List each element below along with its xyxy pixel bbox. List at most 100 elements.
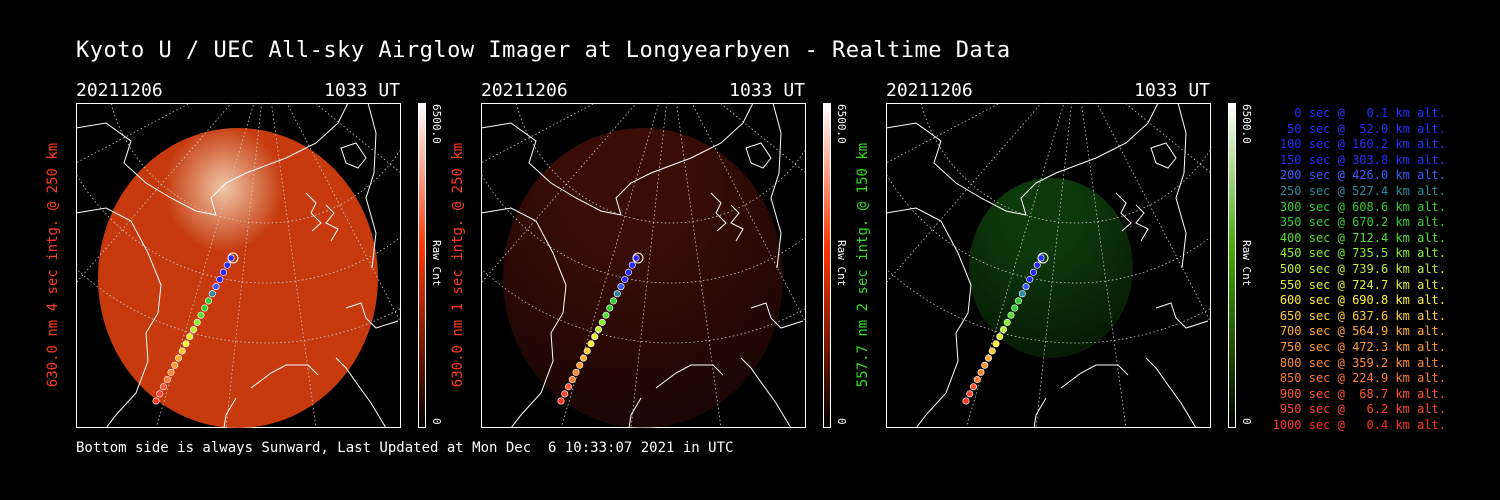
trajectory-point <box>205 297 213 305</box>
trajectory-point <box>160 383 168 391</box>
trajectory-point <box>628 261 636 269</box>
legend-row: 50 sec @ 52.0 km alt. <box>1287 121 1446 136</box>
trajectory-point <box>186 333 194 341</box>
panel-time: 1033 UT <box>729 80 805 101</box>
legend-row: 650 sec @ 637.6 km alt. <box>1279 308 1446 323</box>
trajectory-point <box>981 361 989 369</box>
allsky-image <box>481 103 806 428</box>
legend-row: 850 sec @ 224.9 km alt. <box>1279 371 1446 386</box>
legend-row: 350 sec @ 670.2 km alt. <box>1279 215 1446 230</box>
colorbar-min: 0 <box>835 418 848 425</box>
wavelength-label: 630.0 nm 4 sec intg. @ 250 km <box>45 142 61 388</box>
airglow-panel-2: 20211206 1033 UT 630.0 nm 1 sec intg. @ … <box>450 80 881 430</box>
colorbar <box>823 103 831 428</box>
trajectory-point <box>576 361 584 369</box>
colorbar-unit: Raw Cnt <box>1240 240 1253 287</box>
trajectory-point <box>1018 290 1026 298</box>
legend-row: 700 sec @ 564.9 km alt. <box>1279 324 1446 339</box>
legend-row: 950 sec @ 6.2 km alt. <box>1279 402 1446 417</box>
trajectory-point <box>591 333 599 341</box>
legend-row: 100 sec @ 160.2 km alt. <box>1279 137 1446 152</box>
legend-row: 450 sec @ 735.5 km alt. <box>1279 246 1446 261</box>
trajectory-point <box>1011 304 1019 312</box>
trajectory-point <box>992 340 1000 348</box>
colorbar-max: 6500.0 <box>1240 104 1253 144</box>
trajectory-point <box>621 275 629 283</box>
trajectory-point <box>220 268 228 276</box>
trajectory-point <box>996 333 1004 341</box>
trajectory-point <box>223 261 231 269</box>
legend-row: 1000 sec @ 0.4 km alt. <box>1272 417 1446 432</box>
colorbar <box>418 103 426 428</box>
panel-date: 20211206 <box>76 80 163 101</box>
trajectory-point <box>197 311 205 319</box>
trajectory-point <box>610 297 618 305</box>
trajectory-point <box>625 268 633 276</box>
trajectory-point <box>580 354 588 362</box>
trajectory-point <box>985 354 993 362</box>
colorbar-max: 6500.0 <box>835 104 848 144</box>
trajectory-point <box>193 318 201 326</box>
legend-row: 900 sec @ 68.7 km alt. <box>1279 386 1446 401</box>
panel-date: 20211206 <box>886 80 973 101</box>
legend-row: 400 sec @ 712.4 km alt. <box>1279 230 1446 245</box>
trajectory-point <box>182 340 190 348</box>
trajectory-point <box>1015 297 1023 305</box>
trajectory-point <box>1007 311 1015 319</box>
trajectory-point <box>156 390 164 398</box>
panel-date: 20211206 <box>481 80 568 101</box>
airglow-panel-3: 20211206 1033 UT 557.7 nm 2 sec intg. @ … <box>855 80 1286 430</box>
trajectory-point <box>583 347 591 355</box>
trajectory-point <box>988 347 996 355</box>
trajectory-point <box>561 390 569 398</box>
colorbar-min: 0 <box>1240 418 1253 425</box>
trajectory-legend: 0 sec @ 0.1 km alt. 50 sec @ 52.0 km alt.… <box>1262 106 1446 433</box>
colorbar <box>1228 103 1236 428</box>
legend-row: 600 sec @ 690.8 km alt. <box>1279 293 1446 308</box>
legend-row: 200 sec @ 426.0 km alt. <box>1279 168 1446 183</box>
panel-time: 1033 UT <box>1134 80 1210 101</box>
trajectory-point <box>167 368 175 376</box>
trajectory-point <box>152 397 160 405</box>
trajectory-point <box>171 361 179 369</box>
trajectory-point <box>212 283 220 291</box>
trajectory-point <box>1003 318 1011 326</box>
panel-time: 1033 UT <box>324 80 400 101</box>
trajectory-point <box>606 304 614 312</box>
legend-row: 300 sec @ 608.6 km alt. <box>1279 199 1446 214</box>
trajectory-point <box>572 368 580 376</box>
colorbar-min: 0 <box>430 418 443 425</box>
legend-row: 550 sec @ 724.7 km alt. <box>1279 277 1446 292</box>
legend-row: 150 sec @ 303.8 km alt. <box>1279 152 1446 167</box>
trajectory-point <box>190 326 198 334</box>
legend-row: 800 sec @ 359.2 km alt. <box>1279 355 1446 370</box>
trajectory-point <box>1000 326 1008 334</box>
trajectory-point <box>1033 261 1041 269</box>
trajectory-point <box>557 397 565 405</box>
colorbar-max: 6500.0 <box>430 104 443 144</box>
legend-row: 500 sec @ 739.6 km alt. <box>1279 261 1446 276</box>
allsky-image <box>886 103 1211 428</box>
footer-note: Bottom side is always Sunward, Last Upda… <box>76 440 734 456</box>
trajectory-point <box>966 390 974 398</box>
trajectory-point <box>587 340 595 348</box>
trajectory-point <box>595 326 603 334</box>
page-title: Kyoto U / UEC All-sky Airglow Imager at … <box>76 38 1011 63</box>
trajectory-point <box>163 376 171 384</box>
trajectory-point <box>973 376 981 384</box>
colorbar-unit: Raw Cnt <box>835 240 848 287</box>
trajectory-point <box>565 383 573 391</box>
trajectory-point <box>617 283 625 291</box>
trajectory-point <box>613 290 621 298</box>
airglow-panel-1: 20211206 1033 UT 630.0 nm 4 sec intg. @ … <box>45 80 476 430</box>
trajectory-point <box>970 383 978 391</box>
trajectory-point <box>977 368 985 376</box>
trajectory-point <box>1030 268 1038 276</box>
trajectory-point <box>602 311 610 319</box>
colorbar-unit: Raw Cnt <box>430 240 443 287</box>
trajectory-point <box>962 397 970 405</box>
legend-row: 250 sec @ 527.4 km alt. <box>1279 183 1446 198</box>
trajectory-point <box>598 318 606 326</box>
trajectory-point <box>175 354 183 362</box>
legend-row: 0 sec @ 0.1 km alt. <box>1294 106 1446 120</box>
